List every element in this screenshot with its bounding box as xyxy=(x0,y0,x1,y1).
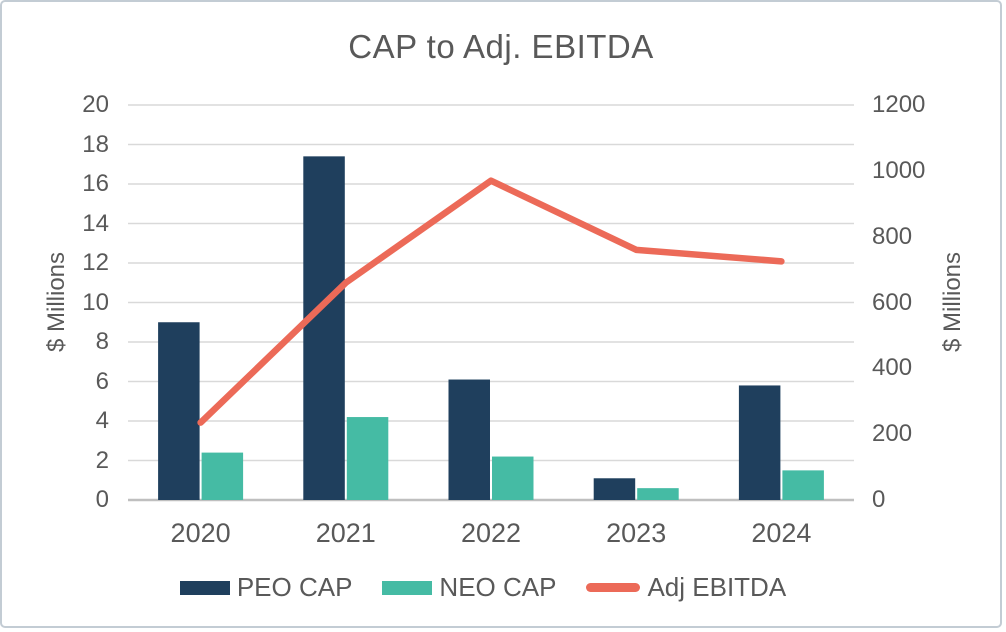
right-axis-tick-label: 200 xyxy=(872,420,913,448)
right-axis-tick-label: 800 xyxy=(872,222,913,250)
bar-peo-2023 xyxy=(593,478,636,500)
x-axis-label-2020: 2020 xyxy=(170,518,231,548)
bar-neo-2021 xyxy=(346,417,389,500)
adj-ebitda-line-swatch-icon xyxy=(586,583,641,592)
neo-cap-swatch-icon xyxy=(382,580,433,595)
left-axis-tick-label: 0 xyxy=(95,486,109,513)
right-axis-tick-label: 600 xyxy=(872,288,913,316)
legend-label-neo-cap: NEO CAP xyxy=(439,572,557,602)
bar-neo-2024 xyxy=(782,470,824,500)
bar-peo-2021 xyxy=(303,156,345,500)
bar-peo-2022 xyxy=(448,379,490,500)
left-axis-tick-label: 12 xyxy=(82,249,109,276)
left-axis-tick-label: 14 xyxy=(82,209,109,237)
legend-label-adj-ebitda: Adj EBITDA xyxy=(647,572,787,602)
left-axis-tick-label: 18 xyxy=(82,130,109,158)
chart-title: CAP to Adj. EBITDA xyxy=(348,28,654,65)
x-axis-label-2023: 2023 xyxy=(606,518,667,548)
bar-neo-2022 xyxy=(492,456,534,500)
right-axis-title: $ Millions xyxy=(939,251,966,353)
legend-item-adj-ebitda: Adj EBITDA xyxy=(586,572,786,603)
x-axis-label-2022: 2022 xyxy=(460,518,522,548)
left-axis-tick-label: 10 xyxy=(82,288,109,316)
left-axis-tick-label: 8 xyxy=(95,328,109,355)
left-axis-title: $ Millions xyxy=(43,251,70,353)
legend-item-peo-cap: PEO CAP xyxy=(179,572,353,603)
x-axis-label-2024: 2024 xyxy=(751,518,812,548)
legend: PEO CAP NEO CAP Adj EBITDA xyxy=(2,572,982,603)
adj-ebitda-line xyxy=(197,177,785,426)
right-axis-tick-label: 0 xyxy=(872,486,886,513)
right-axis-tick-label: 1000 xyxy=(872,156,926,184)
right-axis-tick-label: 1200 xyxy=(872,91,926,118)
left-axis-tick-label: 2 xyxy=(95,446,109,474)
left-axis-tick-label: 20 xyxy=(82,91,109,118)
left-axis-tick-label: 4 xyxy=(95,407,109,434)
legend-label-peo-cap: PEO CAP xyxy=(236,572,353,602)
bar-peo-2024 xyxy=(738,385,781,500)
left-axis-tick-label: 16 xyxy=(82,170,109,197)
right-axis-tick-label: 400 xyxy=(872,354,913,382)
legend-item-neo-cap: NEO CAP xyxy=(382,572,556,603)
bar-neo-2020 xyxy=(201,452,244,500)
x-axis-label-2021: 2021 xyxy=(315,518,376,548)
left-axis-tick-label: 6 xyxy=(95,367,109,395)
bar-neo-2023 xyxy=(637,488,679,500)
bar-peo-2020 xyxy=(158,322,200,500)
peo-cap-swatch-icon xyxy=(179,580,230,595)
